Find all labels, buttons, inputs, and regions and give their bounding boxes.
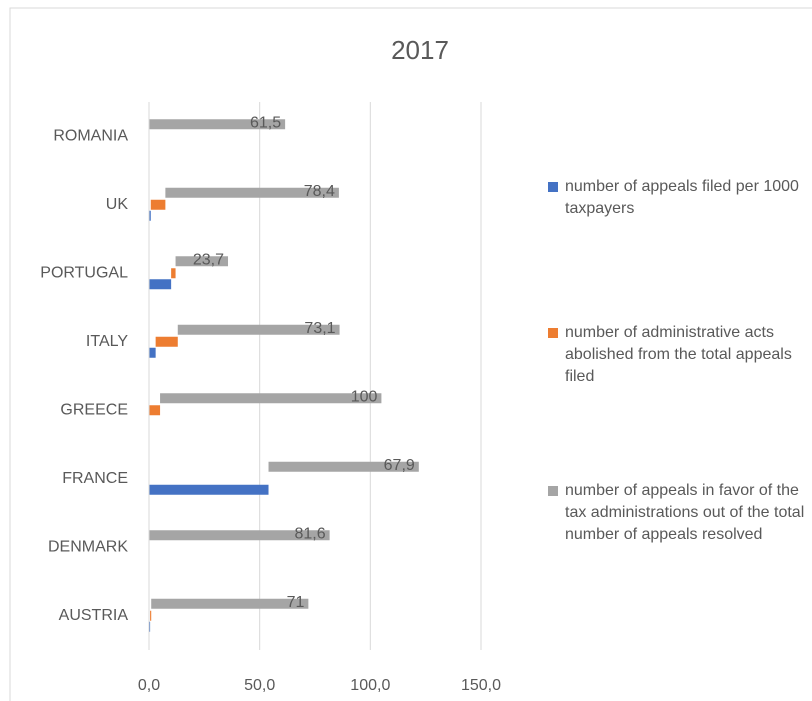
- y-tick-label: UK: [106, 196, 129, 213]
- data-label: 71: [287, 594, 305, 611]
- legend-label: number of appeals in favor of the tax ad…: [565, 482, 805, 543]
- bar: [149, 530, 330, 541]
- y-tick-label: AUSTRIA: [59, 607, 129, 624]
- legend-swatch: [548, 182, 558, 192]
- x-tick-label: 150,0: [461, 677, 501, 694]
- x-tick-label: 0,0: [138, 677, 160, 694]
- data-label: 61,5: [250, 114, 281, 131]
- bar: [149, 621, 151, 632]
- bar: [160, 393, 382, 404]
- bar: [150, 610, 152, 621]
- bar: [268, 461, 419, 472]
- y-tick-label: ITALY: [86, 333, 128, 350]
- legend-swatch: [548, 486, 558, 496]
- y-tick-label: FRANCE: [62, 470, 128, 487]
- y-tick-label: DENMARK: [48, 538, 128, 555]
- legend-swatch: [548, 328, 558, 338]
- y-tick-label: GREECE: [60, 401, 128, 418]
- legend-label: number of administrative acts abolished …: [565, 324, 792, 385]
- data-label: 73,1: [304, 320, 335, 337]
- x-tick-label: 100,0: [350, 677, 390, 694]
- bar: [149, 119, 286, 130]
- data-label: 100: [351, 388, 378, 405]
- bar: [149, 484, 269, 495]
- data-label: 23,7: [193, 251, 224, 268]
- bar: [149, 279, 172, 290]
- bar: [150, 199, 166, 210]
- chart-title: 2017: [391, 35, 449, 65]
- bar: [177, 324, 340, 335]
- y-tick-label: PORTUGAL: [40, 264, 128, 281]
- bar: [155, 336, 178, 347]
- bar: [151, 598, 309, 609]
- bar: [165, 187, 339, 198]
- x-tick-label: 50,0: [244, 677, 275, 694]
- data-label: 81,6: [294, 525, 325, 542]
- data-label: 78,4: [304, 183, 335, 200]
- bar: [171, 268, 176, 279]
- bar: [175, 256, 229, 267]
- chart-frame: [9, 7, 812, 701]
- bar: [149, 347, 156, 358]
- bar: [149, 210, 151, 221]
- y-tick-label: ROMANIA: [53, 127, 128, 144]
- legend-label: number of appeals filed per 1000 taxpaye…: [565, 178, 799, 217]
- data-label: 67,9: [384, 457, 415, 474]
- bar: [149, 405, 161, 416]
